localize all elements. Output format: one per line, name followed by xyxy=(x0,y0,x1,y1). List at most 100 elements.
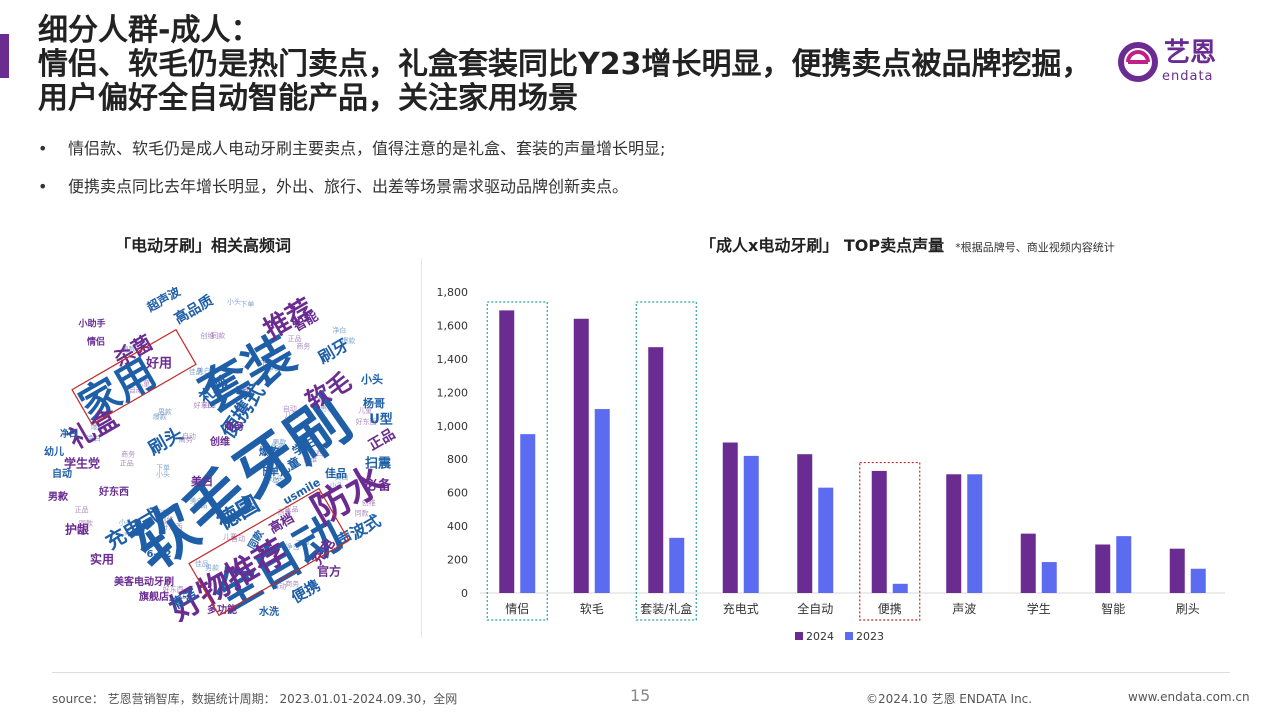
wordcloud-word: 小助手 xyxy=(77,318,105,330)
bar-2023 xyxy=(1190,568,1206,593)
wordcloud-word: U型 xyxy=(369,412,393,428)
wordcloud-word: 多功能 xyxy=(207,603,237,616)
chart-legend: 2024 2023 xyxy=(795,630,884,643)
wordcloud-filler-word: 正品 xyxy=(75,506,89,514)
x-tick-label: 声波 xyxy=(952,602,976,616)
bar-2024 xyxy=(797,454,813,593)
bar-2023 xyxy=(818,487,834,593)
wordcloud-filler-word: 正品 xyxy=(120,459,134,467)
wordcloud-filler-word: 同款 xyxy=(235,385,249,394)
wordcloud-word: 旗舰店 xyxy=(139,590,169,603)
title-accent-bar xyxy=(0,34,9,78)
wordcloud-filler-word: 佳品 xyxy=(271,441,285,450)
chart-title: 「成人x电动牙刷」 TOP卖点声量 xyxy=(700,236,945,255)
bar-2023 xyxy=(520,434,536,593)
wordcloud-filler-word: 小头 xyxy=(227,297,241,306)
wordcloud-filler-word: 爆款 xyxy=(91,422,105,431)
wordcloud-filler-word: 下单 xyxy=(260,359,274,368)
bar-2024 xyxy=(722,442,738,593)
wordcloud-word: 护龈 xyxy=(65,522,90,537)
wordcloud-word: 净白 xyxy=(60,428,78,440)
wordcloud-filler-word: 佳品 xyxy=(195,559,209,568)
chart-header: 「成人x电动牙刷」 TOP卖点声量 *根据品牌号、商业视频内容统计 xyxy=(700,232,1115,256)
wordcloud-word: 官方 xyxy=(317,564,341,579)
wordcloud-filler-word: 同款 xyxy=(79,518,93,527)
wordcloud-filler-word: 下单 xyxy=(240,300,254,309)
title-line-3: 用户偏好全自动智能产品，关注家用场景 xyxy=(38,81,578,116)
wordcloud-filler-word: 男款 xyxy=(122,345,136,354)
wordcloud-filler-word: 自动 xyxy=(283,404,297,413)
y-tick-label: 1,400 xyxy=(437,353,469,366)
wordcloud-filler-word: 商务 xyxy=(278,508,292,517)
legend-swatch xyxy=(795,632,803,640)
wordcloud-filler-word: 下单 xyxy=(156,463,170,472)
wordcloud-highlight-box xyxy=(71,328,197,426)
title-line-2: 情侣、软毛仍是热门卖点，礼盒套装同比Y23增长明显，便携卖点被品牌挖掘， xyxy=(38,47,1092,82)
bar-2024 xyxy=(499,310,515,593)
wordcloud-filler-word: 好东西 xyxy=(162,522,183,531)
wordcloud-word: 下单 xyxy=(259,465,279,478)
bullet-text: 情侣款、软毛仍是成人电动牙刷主要卖点，值得注意的是礼盒、套装的声量增长明显; xyxy=(68,139,666,158)
legend-label: 2024 xyxy=(806,630,834,643)
footer-source: source： 艺恩营销智库，数据统计周期： 2023.01.01-2024.0… xyxy=(52,692,458,706)
wordcloud-title: 「电动牙刷」相关高频词 xyxy=(115,236,292,255)
y-tick-label: 0 xyxy=(461,587,468,600)
bar-2024 xyxy=(1020,533,1036,593)
bar-2023 xyxy=(1116,536,1132,593)
wordcloud-filler-word: 小头 xyxy=(156,470,170,479)
bar-2024 xyxy=(871,470,887,593)
wordcloud-word: 创维 xyxy=(209,435,230,448)
wordcloud-filler-word: 儿童 xyxy=(179,591,193,600)
wordcloud-filler-word: 儿童 xyxy=(358,406,372,415)
wordcloud-filler-word: 好东西 xyxy=(302,448,323,457)
bar-chart: 0 200 400 600 800 1,000 1,200 1,400 1,600 1,800 情侣… xyxy=(437,286,1225,643)
wordcloud-filler-word: 商务 xyxy=(296,341,310,350)
y-tick-label: 800 xyxy=(447,453,468,466)
wordcloud-filler-word: 美白 xyxy=(335,472,349,481)
wordcloud-filler-word: 小头 xyxy=(119,517,133,526)
bullet-item: • 便携卖点同比去年增长明显，外出、旅行、出差等场景需求驱动品牌创新卖点。 xyxy=(38,176,665,214)
bar-2024 xyxy=(573,318,589,593)
endata-logo-icon xyxy=(1118,42,1158,82)
wordcloud-filler-word: 同款 xyxy=(355,508,369,517)
wordcloud-filler-word: 爆款 xyxy=(341,336,355,345)
y-tick-label: 1,800 xyxy=(437,286,469,299)
wordcloud-filler-word: 佳品 xyxy=(189,367,203,376)
wordcloud-filler-word: 商务 xyxy=(179,435,193,444)
wordcloud-filler-word: 净白 xyxy=(267,363,281,372)
wordcloud-filler-word: 好东西 xyxy=(356,417,377,426)
highlight-box xyxy=(486,301,548,621)
wordcloud-word: 水洗 xyxy=(258,605,279,618)
wordcloud-filler-word: 美白 xyxy=(197,366,211,375)
x-tick-label: 智能 xyxy=(1101,601,1125,616)
wordcloud-filler-word: 净白 xyxy=(87,433,101,442)
footer-website: www.endata.com.cn xyxy=(1128,690,1250,704)
wordcloud-filler-word: 正品 xyxy=(285,506,299,514)
wordcloud-word: 商务 xyxy=(224,420,245,433)
logo-en-text: endata xyxy=(1162,69,1214,84)
x-tick-label: 充电式 xyxy=(723,601,759,616)
bar-2023 xyxy=(1041,562,1057,593)
bar-2023 xyxy=(743,455,759,593)
wordcloud-filler-word: 佳品 xyxy=(193,500,207,509)
x-tick-label: 全自动 xyxy=(797,601,833,616)
wordcloud-filler-word: 小头 xyxy=(330,481,344,490)
wordcloud-filler-word: 商务 xyxy=(121,449,135,458)
wordcloud-filler-word: 自动 xyxy=(129,385,143,394)
summary-bullets: • 情侣款、软毛仍是成人电动牙刷主要卖点，值得注意的是礼盒、套装的声量增长明显; … xyxy=(38,138,665,214)
wordcloud-filler-word: 爆款 xyxy=(318,395,332,404)
y-tick-label: 1,200 xyxy=(437,386,469,399)
bar-2023 xyxy=(967,474,983,593)
wordcloud-word: 正品 xyxy=(366,426,398,454)
wordcloud-word: 自动 xyxy=(52,467,72,480)
x-tick-label: 情侣 xyxy=(505,601,529,616)
footer-copyright: ©2024.10 艺恩 ENDATA Inc. xyxy=(866,692,1033,706)
wordcloud-word: 好用 xyxy=(145,356,172,372)
wordcloud-word: 杨哥 xyxy=(363,396,385,410)
wordcloud-filler-word: 自动 xyxy=(231,534,245,543)
endata-logo: 艺恩 endata xyxy=(1118,38,1248,90)
legend-swatch xyxy=(845,632,853,640)
wordcloud-filler-word: 同款 xyxy=(211,331,225,340)
footer-divider xyxy=(52,672,1230,673)
wordcloud-word: 美客电动牙刷 xyxy=(114,575,174,588)
